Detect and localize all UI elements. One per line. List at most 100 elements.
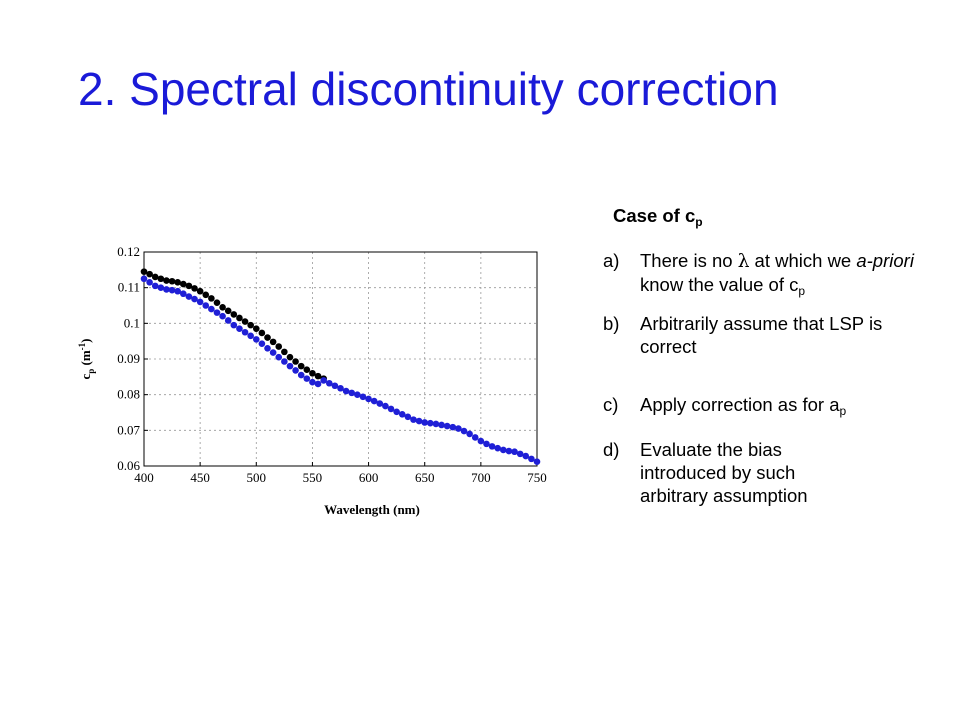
data-point <box>252 336 260 343</box>
data-point <box>151 273 159 281</box>
data-point <box>224 307 232 315</box>
item-text: Arbitrarily assume that LSP is correct <box>640 313 883 357</box>
x-tick-label: 600 <box>359 470 379 485</box>
data-point <box>269 349 277 356</box>
data-point <box>500 446 507 454</box>
data-point <box>163 277 170 284</box>
data-point <box>404 413 412 421</box>
data-point <box>281 348 288 356</box>
list-item: d) Evaluate the bias introduced by such a… <box>603 438 923 507</box>
data-point <box>163 286 170 293</box>
y-tick-label: 0.06 <box>117 458 140 473</box>
item-text: There is no <box>640 250 738 271</box>
data-point <box>258 329 266 337</box>
data-point <box>320 377 327 384</box>
y-axis-label: cp (m-1) <box>77 338 96 379</box>
data-point <box>410 416 417 423</box>
data-point <box>275 353 283 361</box>
data-point <box>477 437 485 445</box>
data-point <box>219 312 226 320</box>
data-point <box>157 275 165 283</box>
data-point <box>483 440 490 448</box>
data-point <box>241 328 249 336</box>
data-point <box>208 295 215 302</box>
x-tick-label: 500 <box>247 470 267 485</box>
data-point <box>370 397 378 405</box>
item-letter: b) <box>603 313 620 334</box>
data-point <box>438 421 445 429</box>
data-point <box>168 277 176 285</box>
subscript: p <box>798 284 806 298</box>
x-tick-label: 550 <box>303 470 323 485</box>
data-point <box>168 286 176 294</box>
data-point <box>471 434 479 441</box>
data-point <box>309 378 316 386</box>
data-point <box>455 425 462 432</box>
data-point <box>213 299 221 306</box>
data-point <box>365 395 372 403</box>
x-tick-label: 750 <box>527 470 547 485</box>
heading-text: Case of c <box>613 205 696 226</box>
data-point <box>224 317 232 324</box>
y-tick-label: 0.11 <box>118 280 140 295</box>
data-point <box>314 372 322 380</box>
subscript: p <box>839 404 847 418</box>
data-point <box>354 391 361 398</box>
data-point <box>314 380 322 388</box>
data-point <box>297 371 305 379</box>
data-point <box>292 367 299 374</box>
data-point <box>281 358 288 365</box>
item-letter: c) <box>603 394 619 415</box>
data-point <box>264 345 271 352</box>
data-point <box>359 393 367 401</box>
data-point <box>180 280 187 288</box>
y-tick-label: 0.1 <box>124 315 140 330</box>
item-text: know the value of c <box>640 274 799 295</box>
y-label-part: (m <box>78 350 93 369</box>
symbol: λ <box>737 251 750 272</box>
data-point <box>516 450 524 458</box>
y-tick-label: 0.08 <box>117 387 140 402</box>
data-point <box>303 366 311 374</box>
x-tick-label: 450 <box>190 470 210 485</box>
data-point <box>185 282 193 290</box>
data-point <box>264 334 271 341</box>
y-tick-label: 0.12 <box>117 244 140 259</box>
data-point <box>533 458 541 466</box>
data-point <box>151 282 159 290</box>
data-point <box>202 291 210 299</box>
data-point <box>180 290 187 298</box>
data-point <box>219 303 226 311</box>
data-point <box>208 305 215 313</box>
item-text: Evaluate the bias introduced by such arb… <box>640 439 808 506</box>
item-text: Apply correction as for a <box>640 394 840 415</box>
data-point <box>331 382 339 390</box>
data-point <box>421 419 429 426</box>
data-point <box>415 417 423 425</box>
subscript: p <box>695 215 703 229</box>
data-point <box>382 402 389 410</box>
data-point <box>432 420 440 428</box>
data-point <box>241 318 249 325</box>
item-letter: d) <box>603 439 620 460</box>
data-point <box>337 384 344 392</box>
x-tick-label: 650 <box>415 470 435 485</box>
data-point <box>528 455 535 463</box>
data-point <box>236 314 243 322</box>
data-point <box>140 268 148 275</box>
data-point <box>325 379 333 387</box>
data-point <box>140 275 148 283</box>
y-tick-label: 0.07 <box>117 422 140 437</box>
data-point <box>185 293 193 300</box>
data-point <box>505 447 513 455</box>
data-point <box>398 410 406 418</box>
data-point <box>460 427 468 435</box>
list-item: a) There is no λ at which we a-priori kno… <box>603 249 923 298</box>
data-point <box>511 448 518 456</box>
data-point <box>443 422 451 430</box>
data-point <box>247 332 254 340</box>
data-point <box>196 298 204 306</box>
data-point <box>236 325 243 332</box>
data-point <box>488 443 496 450</box>
